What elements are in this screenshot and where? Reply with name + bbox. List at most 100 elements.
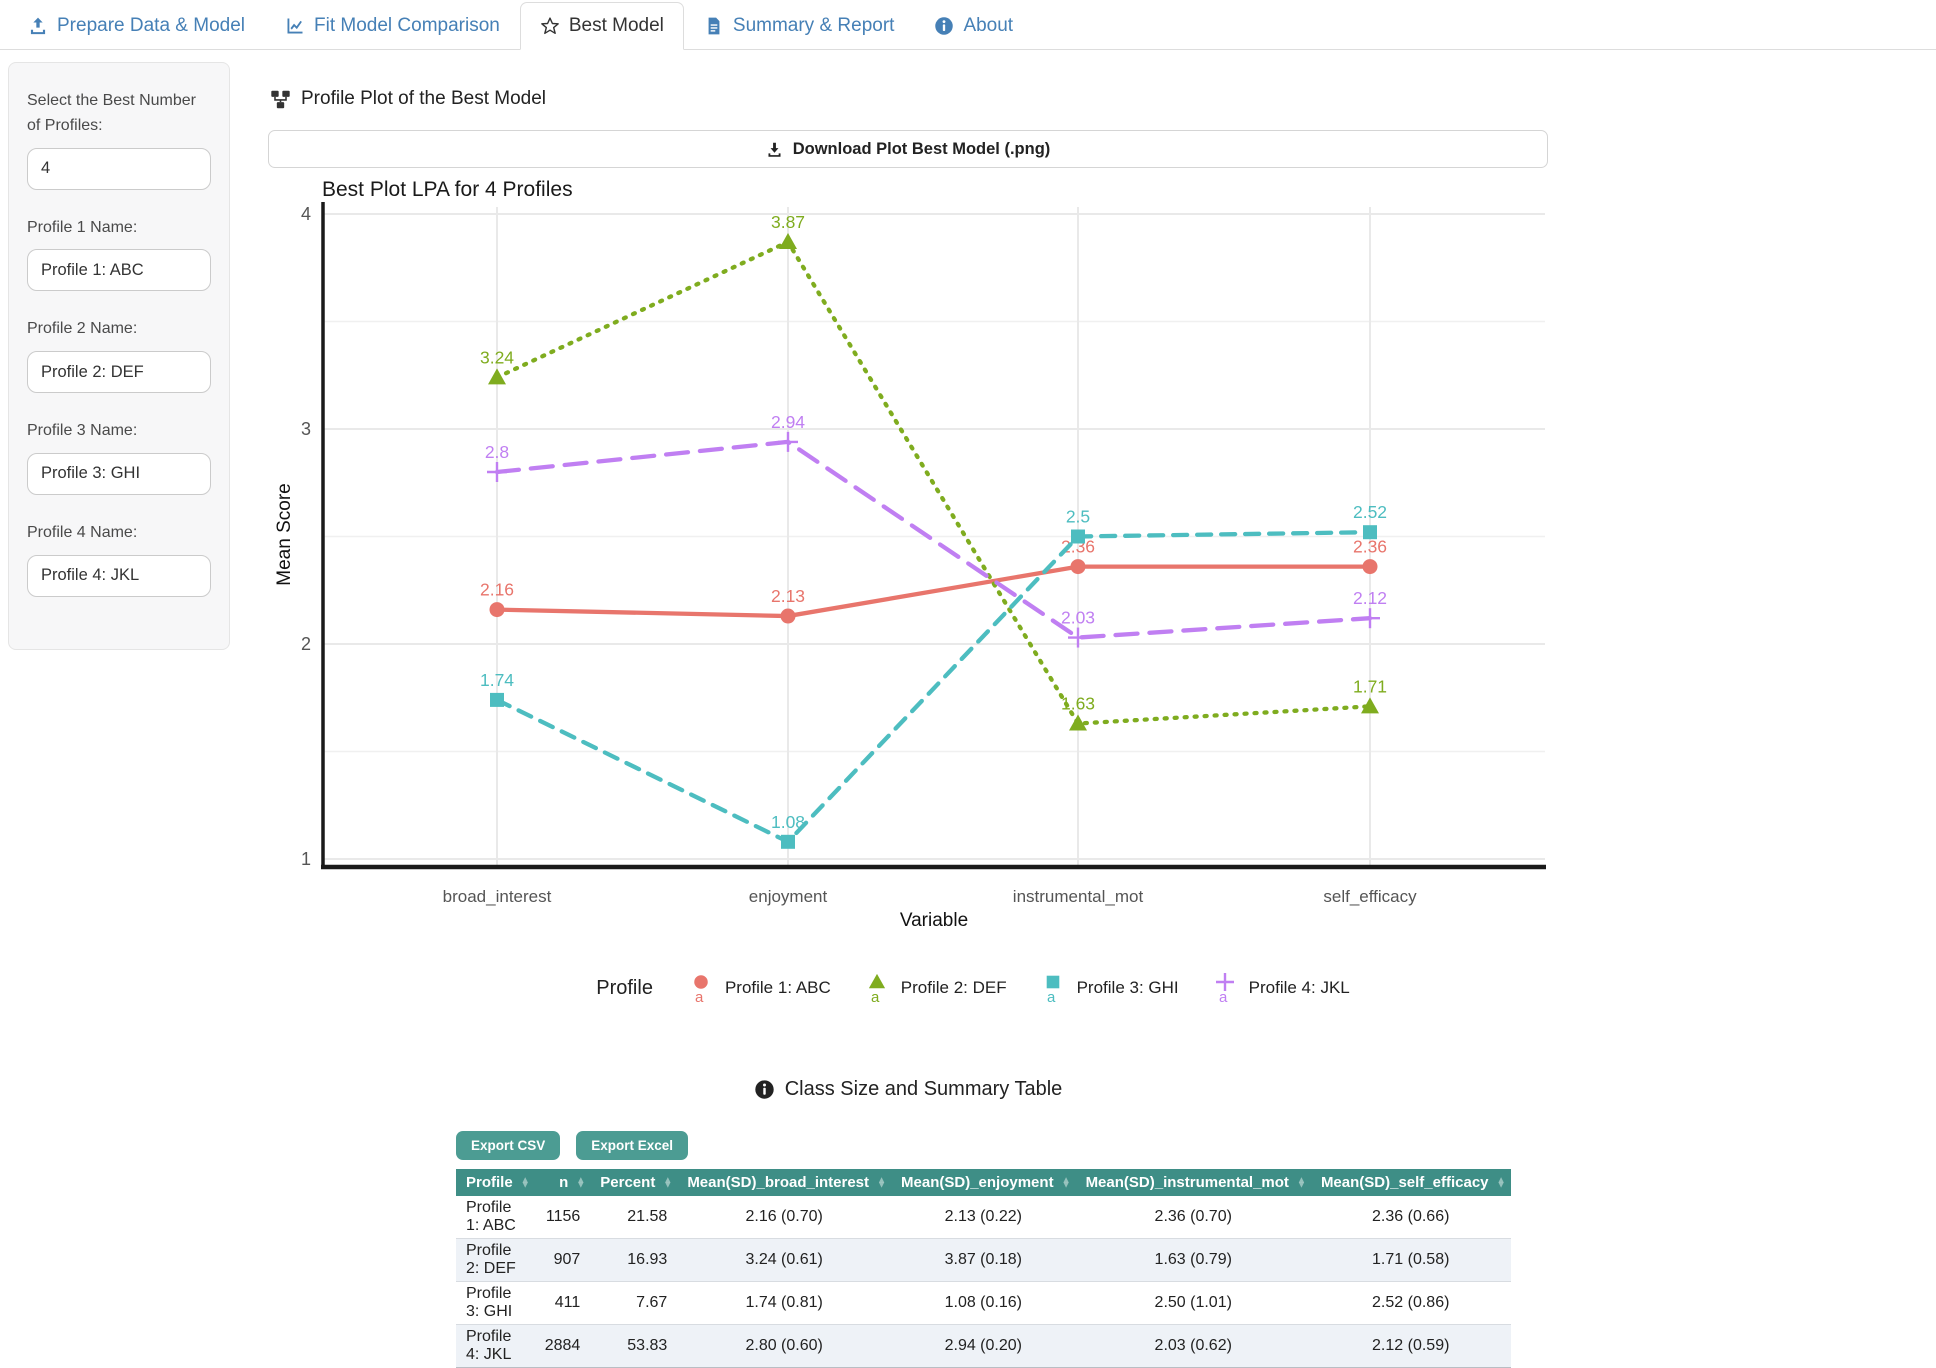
data-label: 2.12 — [1353, 588, 1387, 608]
download-plot-button[interactable]: Download Plot Best Model (.png) — [268, 130, 1548, 168]
chart-line-icon — [287, 18, 303, 34]
column-header-label: Profile — [466, 1174, 513, 1191]
legend-entry: a Profile 4: JKL — [1209, 970, 1350, 1006]
tab-label: Summary & Report — [732, 15, 895, 36]
sidebar-field: Select the Best Number of Profiles: — [27, 89, 211, 190]
upload-icon — [30, 17, 46, 35]
table-heading-label: Class Size and Summary Table — [784, 1078, 1063, 1100]
sort-arrows-icon: ▲ ▼ — [1061, 1173, 1071, 1190]
export-csv-button[interactable]: Export CSV — [456, 1131, 561, 1160]
table-cell: 1156 — [545, 1208, 581, 1225]
sidebar-field: Profile 1 Name: — [27, 216, 211, 292]
chart-title: Best Plot LPA for 4 Profiles — [322, 178, 573, 201]
column-header-profile[interactable]: Profile ▲ ▼ — [456, 1169, 535, 1196]
data-label: 2.36 — [1061, 537, 1095, 557]
profile-2-name-input[interactable] — [27, 351, 211, 394]
chart-legend: Profile a Profile 1: ABC a Profile 2: DEF a P… — [268, 970, 1548, 1006]
table-cell: Profile 1: ABC — [466, 1199, 516, 1234]
data-label: 2.36 — [1353, 537, 1387, 557]
column-header-mean-sd-enjoyment[interactable]: Mean(SD)_enjoyment ▲ ▼ — [891, 1169, 1076, 1196]
svg-text:a: a — [871, 989, 880, 1006]
profile-4-name-input-label: Profile 4 Name: — [27, 523, 138, 541]
plot-section-title: Profile Plot of the Best Model — [301, 88, 547, 109]
column-header-mean-sd-instrumental-mot[interactable]: Mean(SD)_instrumental_mot ▲ ▼ — [1075, 1169, 1311, 1196]
data-label: 2.5 — [1066, 507, 1090, 527]
profile-1-name-input-label: Profile 1 Name: — [27, 218, 138, 236]
column-header-label: Mean(SD)_instrumental_mot — [1085, 1174, 1289, 1191]
tab-prepare-data-model[interactable]: Prepare Data & Model — [8, 2, 265, 50]
legend-entry-label: Profile 3: GHI — [1076, 978, 1179, 997]
svg-text:a: a — [1219, 989, 1228, 1006]
data-label: 2.94 — [771, 412, 805, 432]
table-cell: 2.16 (0.70) — [745, 1208, 823, 1225]
table-cell: 21.58 — [627, 1208, 668, 1225]
profile-3-name-input[interactable] — [27, 452, 211, 495]
data-label: 1.74 — [480, 670, 514, 690]
tab-fit-model-comparison[interactable]: Fit Model Comparison — [265, 2, 520, 50]
tab-about[interactable]: About — [914, 2, 1033, 50]
svg-text:a: a — [1047, 989, 1056, 1006]
legend-entry: a Profile 3: GHI — [1037, 970, 1179, 1006]
table-row: Profile 4: JKL 2884 53.83 2.80 (0.60) 2.94 (… — [456, 1324, 1511, 1368]
star-icon — [540, 17, 559, 35]
tab-label: Best Model — [568, 15, 664, 36]
info-circle-icon — [935, 17, 954, 35]
table-cell: 53.83 — [627, 1337, 668, 1354]
sort-arrows-icon: ▲ ▼ — [877, 1173, 887, 1190]
column-header-mean-sd-broad-interest[interactable]: Mean(SD)_broad_interest ▲ ▼ — [677, 1169, 892, 1196]
sidebar-field: Profile 4 Name: — [27, 521, 211, 597]
legend-entry-label: Profile 2: DEF — [900, 978, 1007, 997]
data-label: 1.08 — [771, 812, 805, 832]
profile-plot-chart: 2.16 2.13 2.36 2.36 3.24 3.87 1.63 1.71 1.74 1.08… — [274, 178, 1546, 930]
best-profiles-input-label: Select the Best Number of Profiles: — [27, 92, 196, 134]
column-header-percent[interactable]: Percent ▲ ▼ — [590, 1169, 678, 1196]
data-label: 2.8 — [485, 442, 509, 462]
profile-3-name-input-label: Profile 3 Name: — [27, 422, 138, 440]
tab-best-model[interactable]: Best Model — [519, 2, 684, 50]
column-header-n[interactable]: n ▲ ▼ — [534, 1169, 591, 1196]
download-icon — [768, 142, 781, 157]
legend-entry: a Profile 2: DEF — [861, 970, 1007, 1006]
table-cell: Profile 2: DEF — [466, 1242, 516, 1277]
sort-arrows-icon: ▲ ▼ — [520, 1173, 530, 1190]
download-button-label: Download Plot Best Model (.png) — [792, 139, 1051, 158]
x-axis-title: Variable — [900, 910, 968, 930]
main-content: Profile Plot of the Best Model Download … — [268, 88, 1548, 1368]
x-tick-label: enjoyment — [749, 887, 828, 906]
export-buttons-row: Export CSV Export Excel — [456, 1131, 1468, 1160]
profile-2-name-input-label: Profile 2 Name: — [27, 320, 138, 338]
table-cell: Profile 3: GHI — [466, 1285, 513, 1320]
sort-arrows-icon: ▲ ▼ — [663, 1173, 673, 1190]
table-cell: 2.52 (0.86) — [1372, 1294, 1450, 1311]
x-tick-label: instrumental_mot — [1013, 887, 1144, 906]
table-cell: 2.36 (0.66) — [1372, 1208, 1450, 1225]
x-tick-label: broad_interest — [443, 887, 552, 906]
table-cell: Profile 4: JKL — [466, 1328, 512, 1363]
tab-summary-report[interactable]: Summary & Report — [684, 2, 915, 50]
data-label: 2.13 — [771, 586, 805, 606]
table-row: Profile 2: DEF 907 16.93 3.24 (0.61) 3.87 (0… — [456, 1238, 1511, 1282]
project-diagram-icon — [271, 90, 290, 108]
table-cell: 16.93 — [627, 1251, 668, 1268]
column-header-mean-sd-self-efficacy[interactable]: Mean(SD)_self_efficacy ▲ ▼ — [1310, 1169, 1511, 1196]
series-profile-1-abc: 2.16 2.13 2.36 2.36 — [480, 537, 1387, 624]
file-icon — [708, 17, 720, 35]
legend-key-triangle: a — [868, 973, 885, 1006]
table-cell: 2.03 (0.62) — [1154, 1337, 1232, 1354]
export-excel-button[interactable]: Export Excel — [576, 1131, 689, 1160]
sidebar: Select the Best Number of Profiles: Prof… — [8, 62, 230, 650]
profile-1-name-input[interactable] — [27, 249, 211, 292]
legend-key-plus: a — [1215, 973, 1234, 1006]
tab-label: Fit Model Comparison — [314, 15, 500, 36]
best-profiles-input[interactable] — [27, 147, 211, 190]
profile-4-name-input[interactable] — [27, 554, 211, 597]
legend-entry-label: Profile 4: JKL — [1248, 978, 1350, 997]
table-cell: 2.12 (0.59) — [1372, 1337, 1450, 1354]
x-tick-label: self_efficacy — [1323, 887, 1417, 906]
column-header-label: Mean(SD)_enjoyment — [901, 1174, 1054, 1191]
legend-title: Profile — [596, 976, 653, 999]
table-cell: 2.36 (0.70) — [1154, 1208, 1232, 1225]
y-tick-label: 1 — [301, 849, 311, 869]
summary-table-container: Export CSV Export Excel Profile ▲ ▼ n ▲ ▼ Per… — [456, 1131, 1511, 1368]
y-tick-label: 4 — [301, 204, 311, 224]
